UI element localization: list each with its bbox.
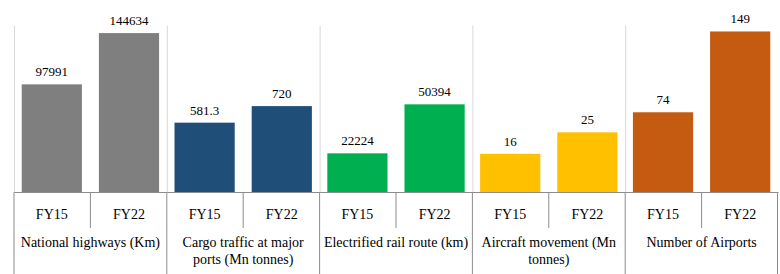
bar [710,31,770,192]
group-separator [625,192,626,274]
label-line: National highways (Km) [21,235,161,251]
panel: 22224 50394 FY15 FY22 Electrified rail route… [320,26,473,274]
tick: FY15 [341,192,373,222]
group-label: Cargo traffic at major ports (Mn tonnes) [183,235,304,268]
bar [175,123,235,192]
chart: 97991 144634 FY15 FY22 National highways (Km… [0,0,780,274]
group-label: Number of Airports [646,235,756,250]
group-separator [166,192,167,274]
panel: 16 25 FY15 FY22 Aircraft movement (Mntonnes) [472,26,625,274]
y-axis [625,26,626,193]
label-line: Number of Airports [646,235,756,250]
cell-separator [548,192,549,228]
bars [175,106,312,192]
x-axis-line [167,192,320,193]
bar [404,104,464,192]
panel: 581.3 720 FY15 FY22 Cargo traffic at major po… [167,26,320,274]
label-line: Cargo traffic at major [183,235,304,250]
tick-label: FY22 [571,207,603,222]
tick-label: FY22 [419,207,451,222]
tick-label: FY15 [647,207,679,222]
group-label: Aircraft movement (Mntonnes) [482,235,617,268]
tick-label: FY15 [189,207,221,222]
data-label: 149 [730,11,750,26]
data-label: 144634 [109,13,149,28]
bar [557,132,617,192]
tick: FY15 [36,192,68,222]
tick: FY15 [647,192,679,222]
data-label: 97991 [36,64,69,79]
group-label: Electrified rail route (km) [324,235,469,251]
bar [252,106,312,192]
y-axis [472,26,473,193]
data-label: 74 [657,92,671,107]
label-line: Electrified rail route (km) [324,235,469,251]
bar [22,84,82,192]
bars [22,33,159,192]
data-label: 16 [504,134,518,149]
cell-separator [243,192,244,228]
y-axis [14,26,15,193]
bars [633,31,770,192]
tick: FY22 [266,192,298,222]
data-label: 22224 [341,133,374,148]
cell-separator [701,192,702,228]
y-axis-line [472,26,473,193]
y-axis [320,26,321,193]
data-label: 720 [272,86,292,101]
bar [327,153,387,192]
cell-separator [90,192,91,228]
bars [480,132,617,192]
tick: FY15 [494,192,526,222]
y-axis-line [625,26,626,193]
data-label: 50394 [418,84,451,99]
bar [480,154,540,192]
tick-label: FY22 [266,207,298,222]
data-label: 25 [581,112,594,127]
bars [327,104,464,192]
cell-separator [396,192,397,228]
group-label: National highways (Km) [21,235,161,251]
group-separator [14,192,15,274]
y-axis-line [320,26,321,193]
y-axis-line [167,26,168,193]
group-separator [472,192,473,274]
group-separator [319,192,320,274]
label-line: Aircraft movement (Mn [482,235,617,251]
x-axis: FY15 FY22 [167,192,320,222]
tick: FY15 [189,192,221,222]
bar [99,33,159,192]
tick-label: FY22 [724,207,756,222]
label-line: ports (Mn tonnes) [193,252,294,268]
data-label: 581.3 [190,103,219,118]
panel: 97991 144634 FY15 FY22 National highways (Km… [14,13,167,274]
tick: FY22 [419,192,451,222]
tick-label: FY15 [341,207,373,222]
label-line: tonnes) [528,252,570,268]
tick-label: FY22 [113,207,145,222]
panel: 74 149 FY15 FY22 Number of Airports [625,11,778,274]
tick-label: FY15 [36,207,68,222]
y-axis [167,26,168,193]
tick: FY22 [724,192,756,222]
tick: FY22 [571,192,603,222]
tick-label: FY15 [494,207,526,222]
bar [633,112,693,192]
y-axis-line [14,26,15,193]
group-separator [777,192,778,274]
tick: FY22 [113,192,145,222]
